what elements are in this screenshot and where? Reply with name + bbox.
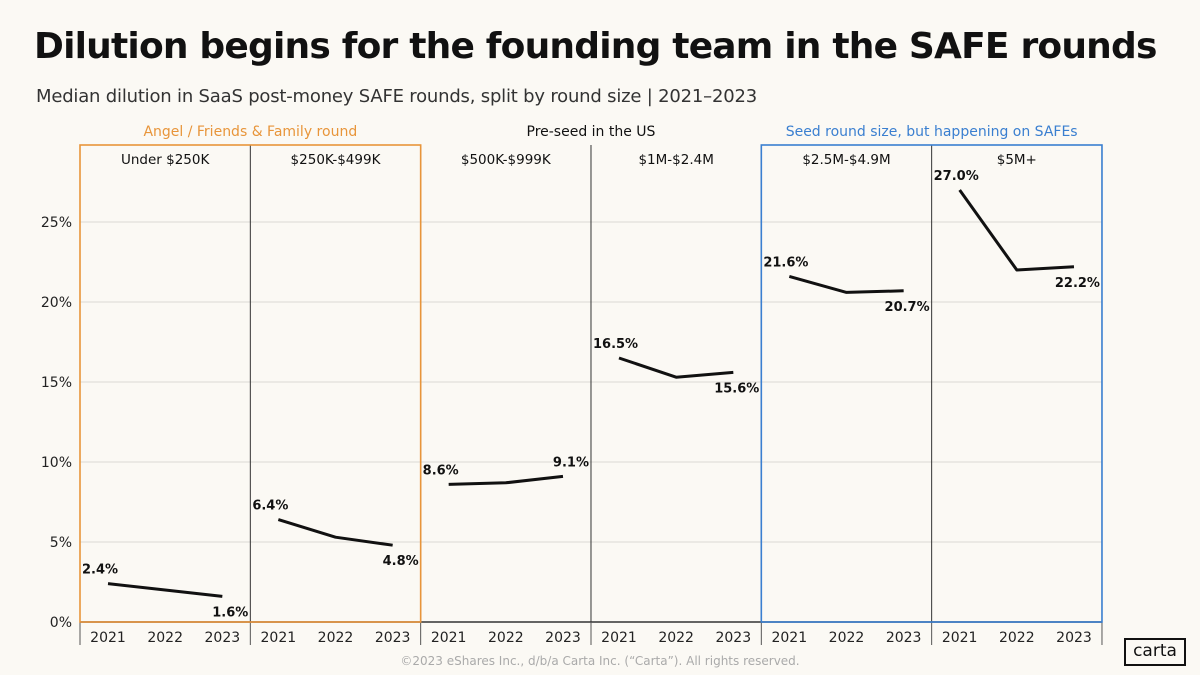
group-box (760, 144, 1103, 623)
series-line (958, 189, 1075, 272)
x-tick-label: 2023 (375, 630, 411, 646)
x-tick-label: 2022 (658, 630, 694, 646)
y-tick-label: 15% (41, 375, 72, 391)
series-line (618, 356, 734, 379)
data-label: 20.7% (885, 300, 930, 315)
y-tick-label: 20% (41, 295, 72, 311)
data-label: 22.2% (1055, 276, 1100, 291)
data-label: 8.6% (423, 463, 459, 478)
x-tick-label: 2022 (488, 630, 524, 646)
panel-header: $250K-$499K (291, 152, 382, 168)
x-tick-label: 2021 (942, 630, 978, 646)
x-tick-label: 2021 (771, 630, 807, 646)
y-tick-label: 0% (50, 615, 72, 631)
y-tick-label: 5% (50, 535, 72, 551)
panel-header: $5M+ (997, 152, 1037, 168)
copyright-footer: ©2023 eShares Inc., d/b/a Carta Inc. (“C… (400, 654, 800, 668)
group-label: Seed round size, but happening on SAFEs (786, 124, 1078, 140)
data-label: 6.4% (252, 499, 288, 514)
y-tick-label: 25% (41, 215, 72, 231)
series-line (107, 582, 223, 598)
data-label: 21.6% (763, 255, 808, 270)
panel-header: Under $250K (121, 152, 211, 168)
panel-header: $2.5M-$4.9M (802, 152, 890, 168)
group-box (79, 144, 422, 623)
x-tick-label: 2021 (90, 630, 126, 646)
data-label: 4.8% (383, 554, 419, 569)
group-label: Pre-seed in the US (527, 124, 656, 140)
data-label: 15.6% (714, 381, 759, 396)
x-tick-label: 2023 (545, 630, 581, 646)
data-label: 2.4% (82, 563, 118, 578)
panel-header: $500K-$999K (461, 152, 552, 168)
data-label: 27.0% (934, 169, 979, 184)
data-label: 1.6% (212, 605, 248, 620)
page-title: Dilution begins for the founding team in… (34, 26, 1157, 67)
x-tick-label: 2021 (601, 630, 637, 646)
x-tick-label: 2021 (261, 630, 297, 646)
x-tick-label: 2022 (999, 630, 1035, 646)
y-tick-label: 10% (41, 455, 72, 471)
data-label: 9.1% (553, 455, 589, 470)
x-tick-label: 2023 (205, 630, 241, 646)
carta-logo: carta (1124, 638, 1186, 666)
series-line (277, 518, 393, 547)
x-tick-label: 2022 (147, 630, 183, 646)
group-label: Angel / Friends & Family round (143, 124, 357, 140)
x-tick-label: 2023 (1056, 630, 1092, 646)
x-tick-label: 2023 (886, 630, 922, 646)
panel-header: $1M-$2.4M (638, 152, 713, 168)
subtitle: Median dilution in SaaS post-money SAFE … (36, 86, 757, 107)
x-tick-label: 2023 (715, 630, 751, 646)
x-tick-label: 2022 (829, 630, 865, 646)
x-tick-label: 2022 (318, 630, 354, 646)
series-line (448, 474, 564, 486)
series-line (788, 274, 904, 294)
x-tick-label: 2021 (431, 630, 467, 646)
data-label: 16.5% (593, 337, 638, 352)
